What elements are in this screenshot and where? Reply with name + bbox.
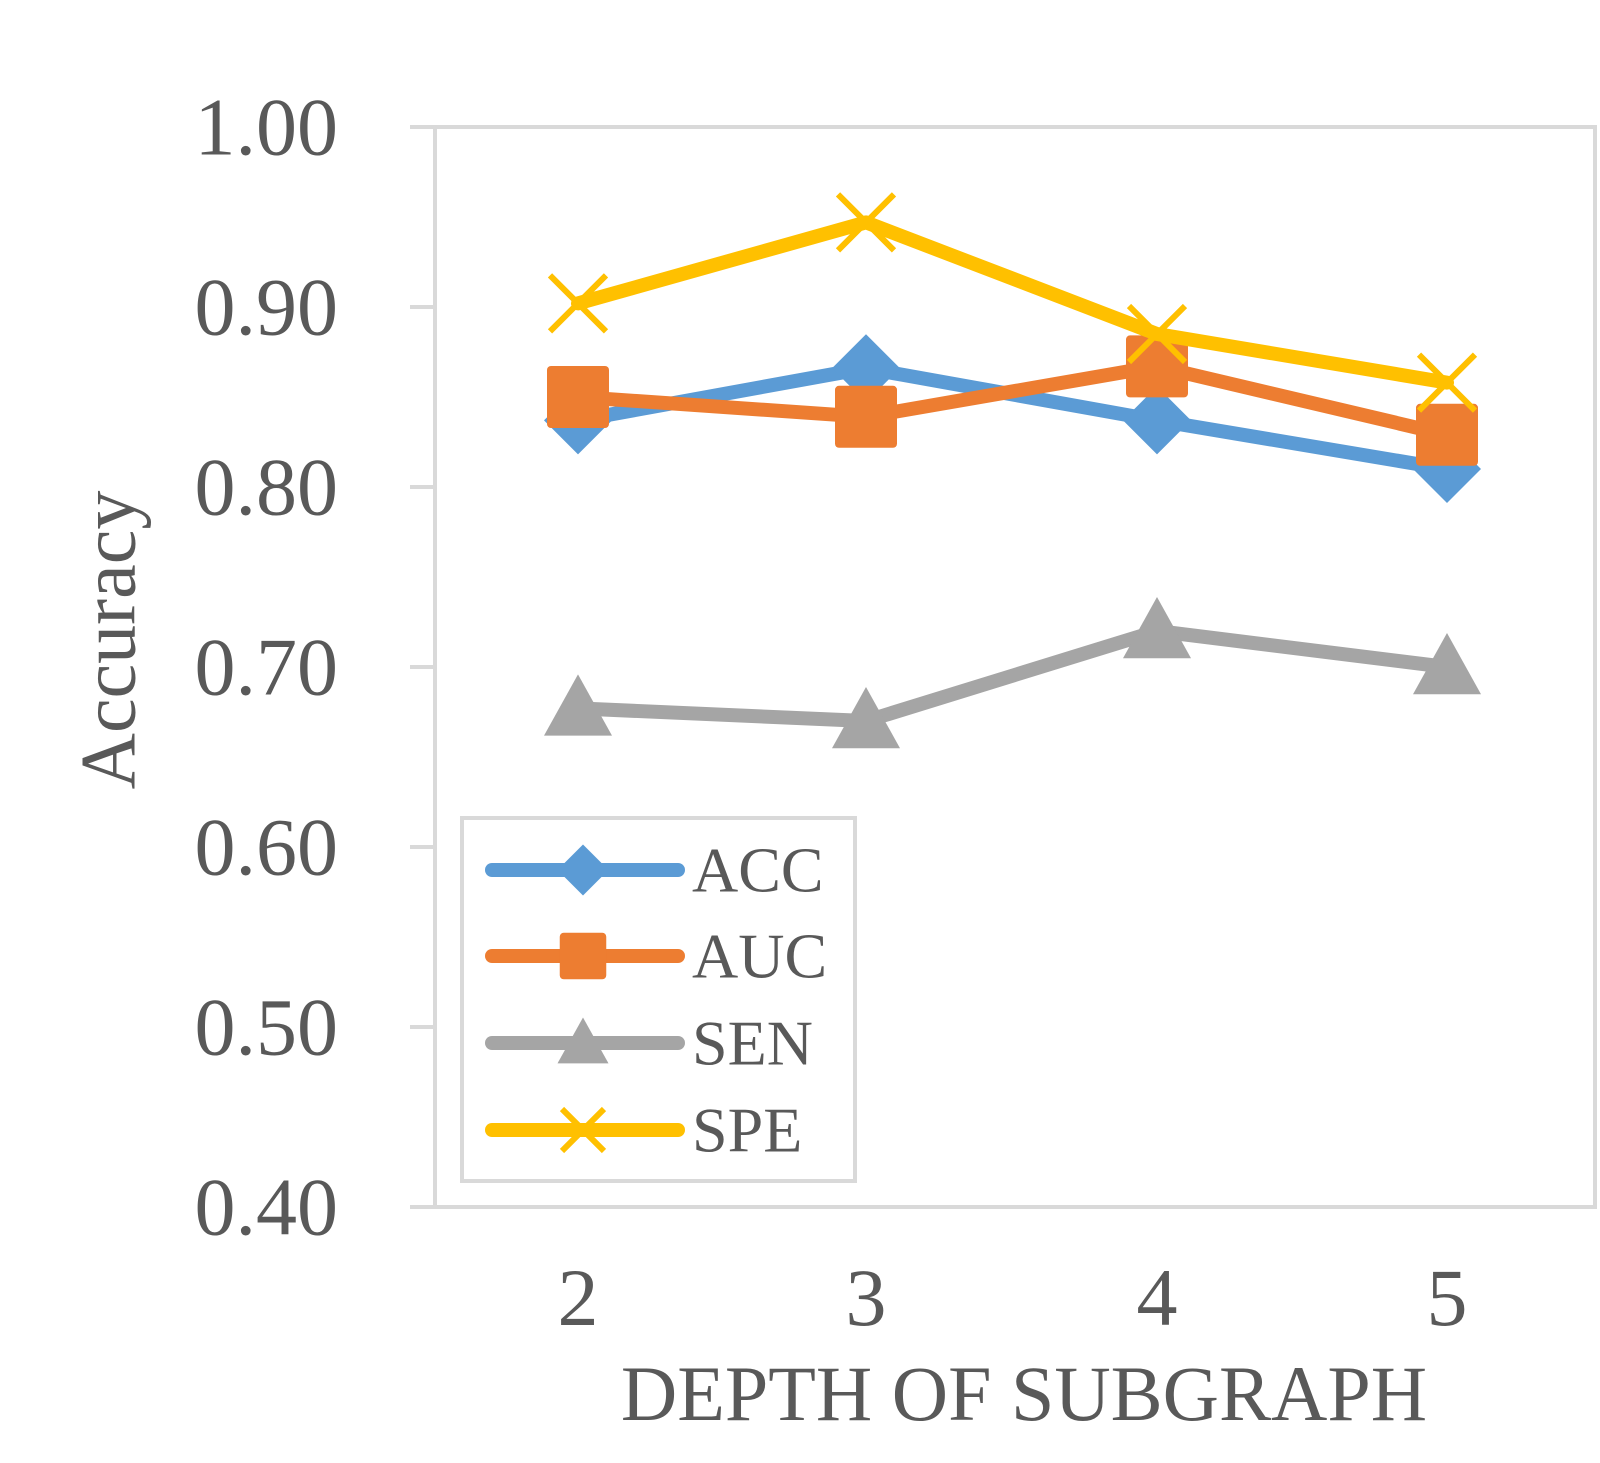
data-point-sen — [832, 687, 900, 749]
legend-marker — [559, 932, 607, 980]
y-axis: 0.40 0.50 0.60 0.70 0.80 0.90 1.00 — [195, 82, 435, 1253]
legend-item-sen: SEN — [485, 1008, 813, 1079]
y-tick-label: 0.70 — [195, 622, 339, 713]
series-line-auc — [571, 359, 1454, 442]
legend-item-auc: AUC — [485, 921, 827, 992]
y-axis-title: Accuracy — [65, 491, 152, 790]
series-line-sen — [571, 624, 1454, 728]
series-line-spe — [571, 215, 1454, 390]
data-point-spe — [835, 192, 897, 253]
x-tick-label: 2 — [558, 1252, 599, 1343]
data-point-acc — [1123, 386, 1191, 455]
data-point-sen — [1123, 597, 1191, 659]
data-point-auc — [835, 385, 897, 448]
y-tick-label: 0.80 — [195, 442, 339, 533]
series-sen — [544, 597, 1481, 749]
x-tick-label: 3 — [846, 1252, 887, 1343]
x-tick-label: 5 — [1427, 1252, 1468, 1343]
legend-item-spe: SPE — [485, 1095, 802, 1166]
series-layer — [544, 192, 1481, 749]
legend-label: SPE — [692, 1095, 802, 1166]
y-tick-label: 0.90 — [195, 262, 339, 353]
legend-label: AUC — [692, 921, 827, 992]
data-point-auc — [547, 366, 609, 428]
legend-box — [460, 816, 857, 1183]
y-tick-label: 0.60 — [195, 802, 339, 893]
y-tick-label: 0.40 — [195, 1162, 339, 1253]
data-point-spe — [547, 273, 609, 334]
data-point-sen — [1413, 633, 1481, 695]
legend-marker — [557, 1017, 609, 1064]
legend-item-acc: ACC — [485, 835, 824, 906]
data-point-auc — [1416, 403, 1478, 466]
legend-label: SEN — [692, 1008, 813, 1079]
series-spe — [547, 192, 1478, 413]
data-point-sen — [544, 674, 612, 736]
legend: ACC AUC SEN SPE — [460, 816, 857, 1183]
series-auc — [547, 335, 1478, 466]
data-point-spe — [1126, 303, 1188, 365]
data-point-acc — [832, 334, 900, 403]
x-tick-label: 4 — [1137, 1252, 1178, 1343]
y-tick-label: 0.50 — [195, 982, 339, 1073]
y-tick-label: 1.00 — [195, 82, 339, 173]
legend-label: ACC — [692, 835, 824, 906]
legend-marker — [557, 844, 609, 896]
x-axis-title: DEPTH OF SUBGRAPH — [621, 1350, 1427, 1437]
legend-marker — [559, 1106, 607, 1154]
data-point-spe — [1416, 352, 1478, 413]
x-axis: 2 3 4 5 — [558, 1252, 1468, 1343]
